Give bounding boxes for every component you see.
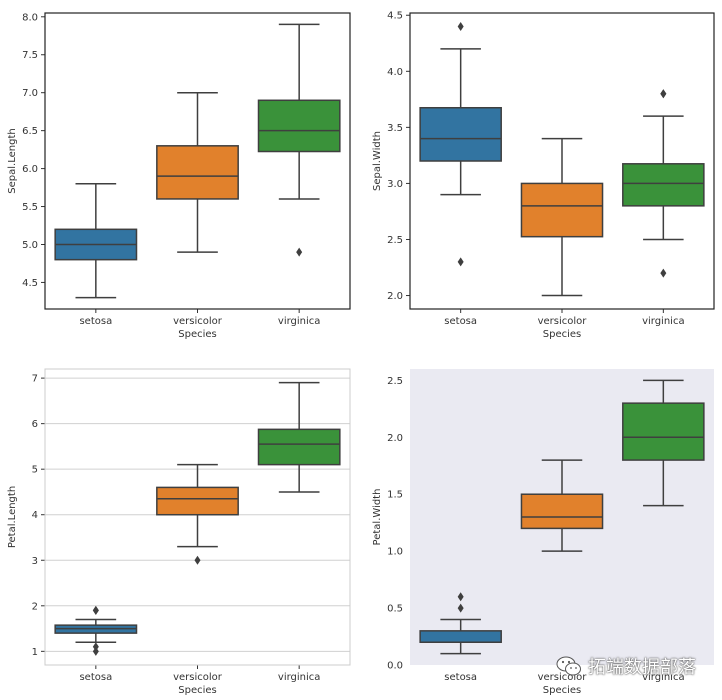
chart-petal-width: 0.0 0.5 1.0 1.5 2.0 2.5 setosa versicolor virgin…	[372, 369, 714, 696]
outlier-point	[457, 603, 464, 613]
box-iqr	[520, 182, 604, 238]
x-tick-label-setosa: setosa	[444, 316, 477, 327]
y-tick-label: 0.0	[387, 661, 403, 672]
x-tick-label-virginica: virginica	[278, 672, 321, 683]
box-setosa	[419, 21, 502, 267]
y-tick-label: 6.0	[22, 164, 38, 175]
outlier-point	[296, 247, 303, 257]
box-virginica	[622, 379, 705, 507]
box-versicolor	[520, 137, 604, 297]
box-setosa	[419, 592, 502, 655]
chart-petal-length: 1 2 3 4 5 6 7 setosa versicolor virginica Species P…	[7, 368, 351, 696]
axes-frame	[409, 12, 715, 310]
box-iqr	[156, 486, 239, 516]
watermark: 拓端数据部落	[556, 652, 696, 680]
y-axis-label: Sepal.Width	[372, 131, 383, 191]
y-tick-label: 1.5	[387, 490, 403, 501]
box-iqr	[622, 402, 705, 461]
x-tick-label-versicolor: versicolor	[538, 316, 588, 327]
outlier-point	[457, 592, 464, 602]
outlier-point	[92, 646, 99, 656]
y-tick-label: 2.5	[387, 235, 403, 246]
y-axis-label: Petal.Length	[7, 486, 18, 548]
y-tick-label: 3.0	[387, 179, 403, 190]
y-tick-label: 7.5	[22, 50, 38, 61]
box-virginica	[257, 381, 341, 493]
y-tick-label: 4.0	[387, 67, 403, 78]
y-tick-label: 4	[32, 510, 38, 521]
box-setosa	[54, 183, 138, 299]
box-setosa	[54, 605, 138, 656]
y-tick-label: 1.0	[387, 547, 403, 558]
outlier-point	[660, 268, 667, 278]
y-tick-label: 5.5	[22, 202, 38, 213]
x-tick-label-setosa: setosa	[79, 672, 112, 683]
y-tick-label: 2	[32, 601, 38, 612]
box-iqr	[520, 493, 604, 530]
y-axis-label: Sepal.Length	[7, 128, 18, 193]
box-virginica	[257, 23, 341, 257]
y-tick-label: 4.5	[22, 278, 38, 289]
y-tick-label: 8.0	[22, 12, 38, 23]
x-axis-label: Species	[543, 685, 582, 696]
x-tick-label-virginica: virginica	[642, 672, 685, 683]
box-iqr	[622, 163, 705, 207]
outlier-point	[92, 642, 99, 652]
axes-frame	[44, 12, 351, 310]
x-tick-label-versicolor: versicolor	[173, 672, 223, 683]
x-tick-label-virginica: virginica	[278, 316, 321, 327]
box-iqr	[257, 428, 341, 466]
y-tick-label: 6.5	[22, 126, 38, 137]
chart-sepal-length: 4.5 5.0 5.5 6.0 6.5 7.0 7.5 8.0 setosa versicolor…	[7, 12, 351, 340]
y-tick-label: 2.5	[387, 376, 403, 387]
x-tick-label-setosa: setosa	[444, 672, 477, 683]
y-tick-label: 4.5	[387, 11, 403, 22]
chart-sepal-width: 2.0 2.5 3.0 3.5 4.0 4.5 setosa versicolor virgin…	[372, 11, 715, 340]
x-axis-label: Species	[178, 685, 217, 696]
outlier-point	[194, 555, 201, 565]
outlier-point	[660, 89, 667, 99]
y-tick-label: 6	[32, 419, 38, 430]
wechat-icon	[556, 656, 581, 676]
watermark-text: 拓端数据部落	[588, 657, 696, 678]
y-tick-label: 7.0	[22, 88, 38, 99]
axes-frame	[44, 368, 351, 666]
y-tick-label: 7	[32, 374, 38, 385]
x-tick-label-setosa: setosa	[79, 316, 112, 327]
y-tick-label: 2.0	[387, 291, 403, 302]
y-tick-label: 1	[32, 647, 38, 658]
outlier-point	[457, 21, 464, 31]
y-tick-label: 5.0	[22, 240, 38, 251]
box-versicolor	[156, 91, 239, 253]
box-iqr	[257, 99, 341, 153]
outlier-point	[457, 257, 464, 267]
x-tick-label-versicolor: versicolor	[538, 672, 588, 683]
y-tick-label: 3	[32, 556, 38, 567]
y-axis-label: Petal.Width	[372, 489, 383, 546]
x-axis-label: Species	[178, 329, 217, 340]
box-virginica	[622, 89, 705, 278]
x-tick-label-virginica: virginica	[642, 316, 685, 327]
y-tick-label: 0.5	[387, 604, 403, 615]
y-tick-label: 2.0	[387, 433, 403, 444]
box-versicolor	[156, 463, 239, 565]
box-iqr	[419, 106, 502, 162]
y-tick-label: 3.5	[387, 123, 403, 134]
box-versicolor	[520, 459, 604, 552]
x-tick-label-versicolor: versicolor	[173, 316, 223, 327]
x-axis-label: Species	[543, 329, 582, 340]
outlier-point	[92, 605, 99, 615]
y-tick-label: 5	[32, 465, 38, 476]
box-iqr	[419, 630, 502, 643]
box-iqr	[156, 145, 239, 200]
